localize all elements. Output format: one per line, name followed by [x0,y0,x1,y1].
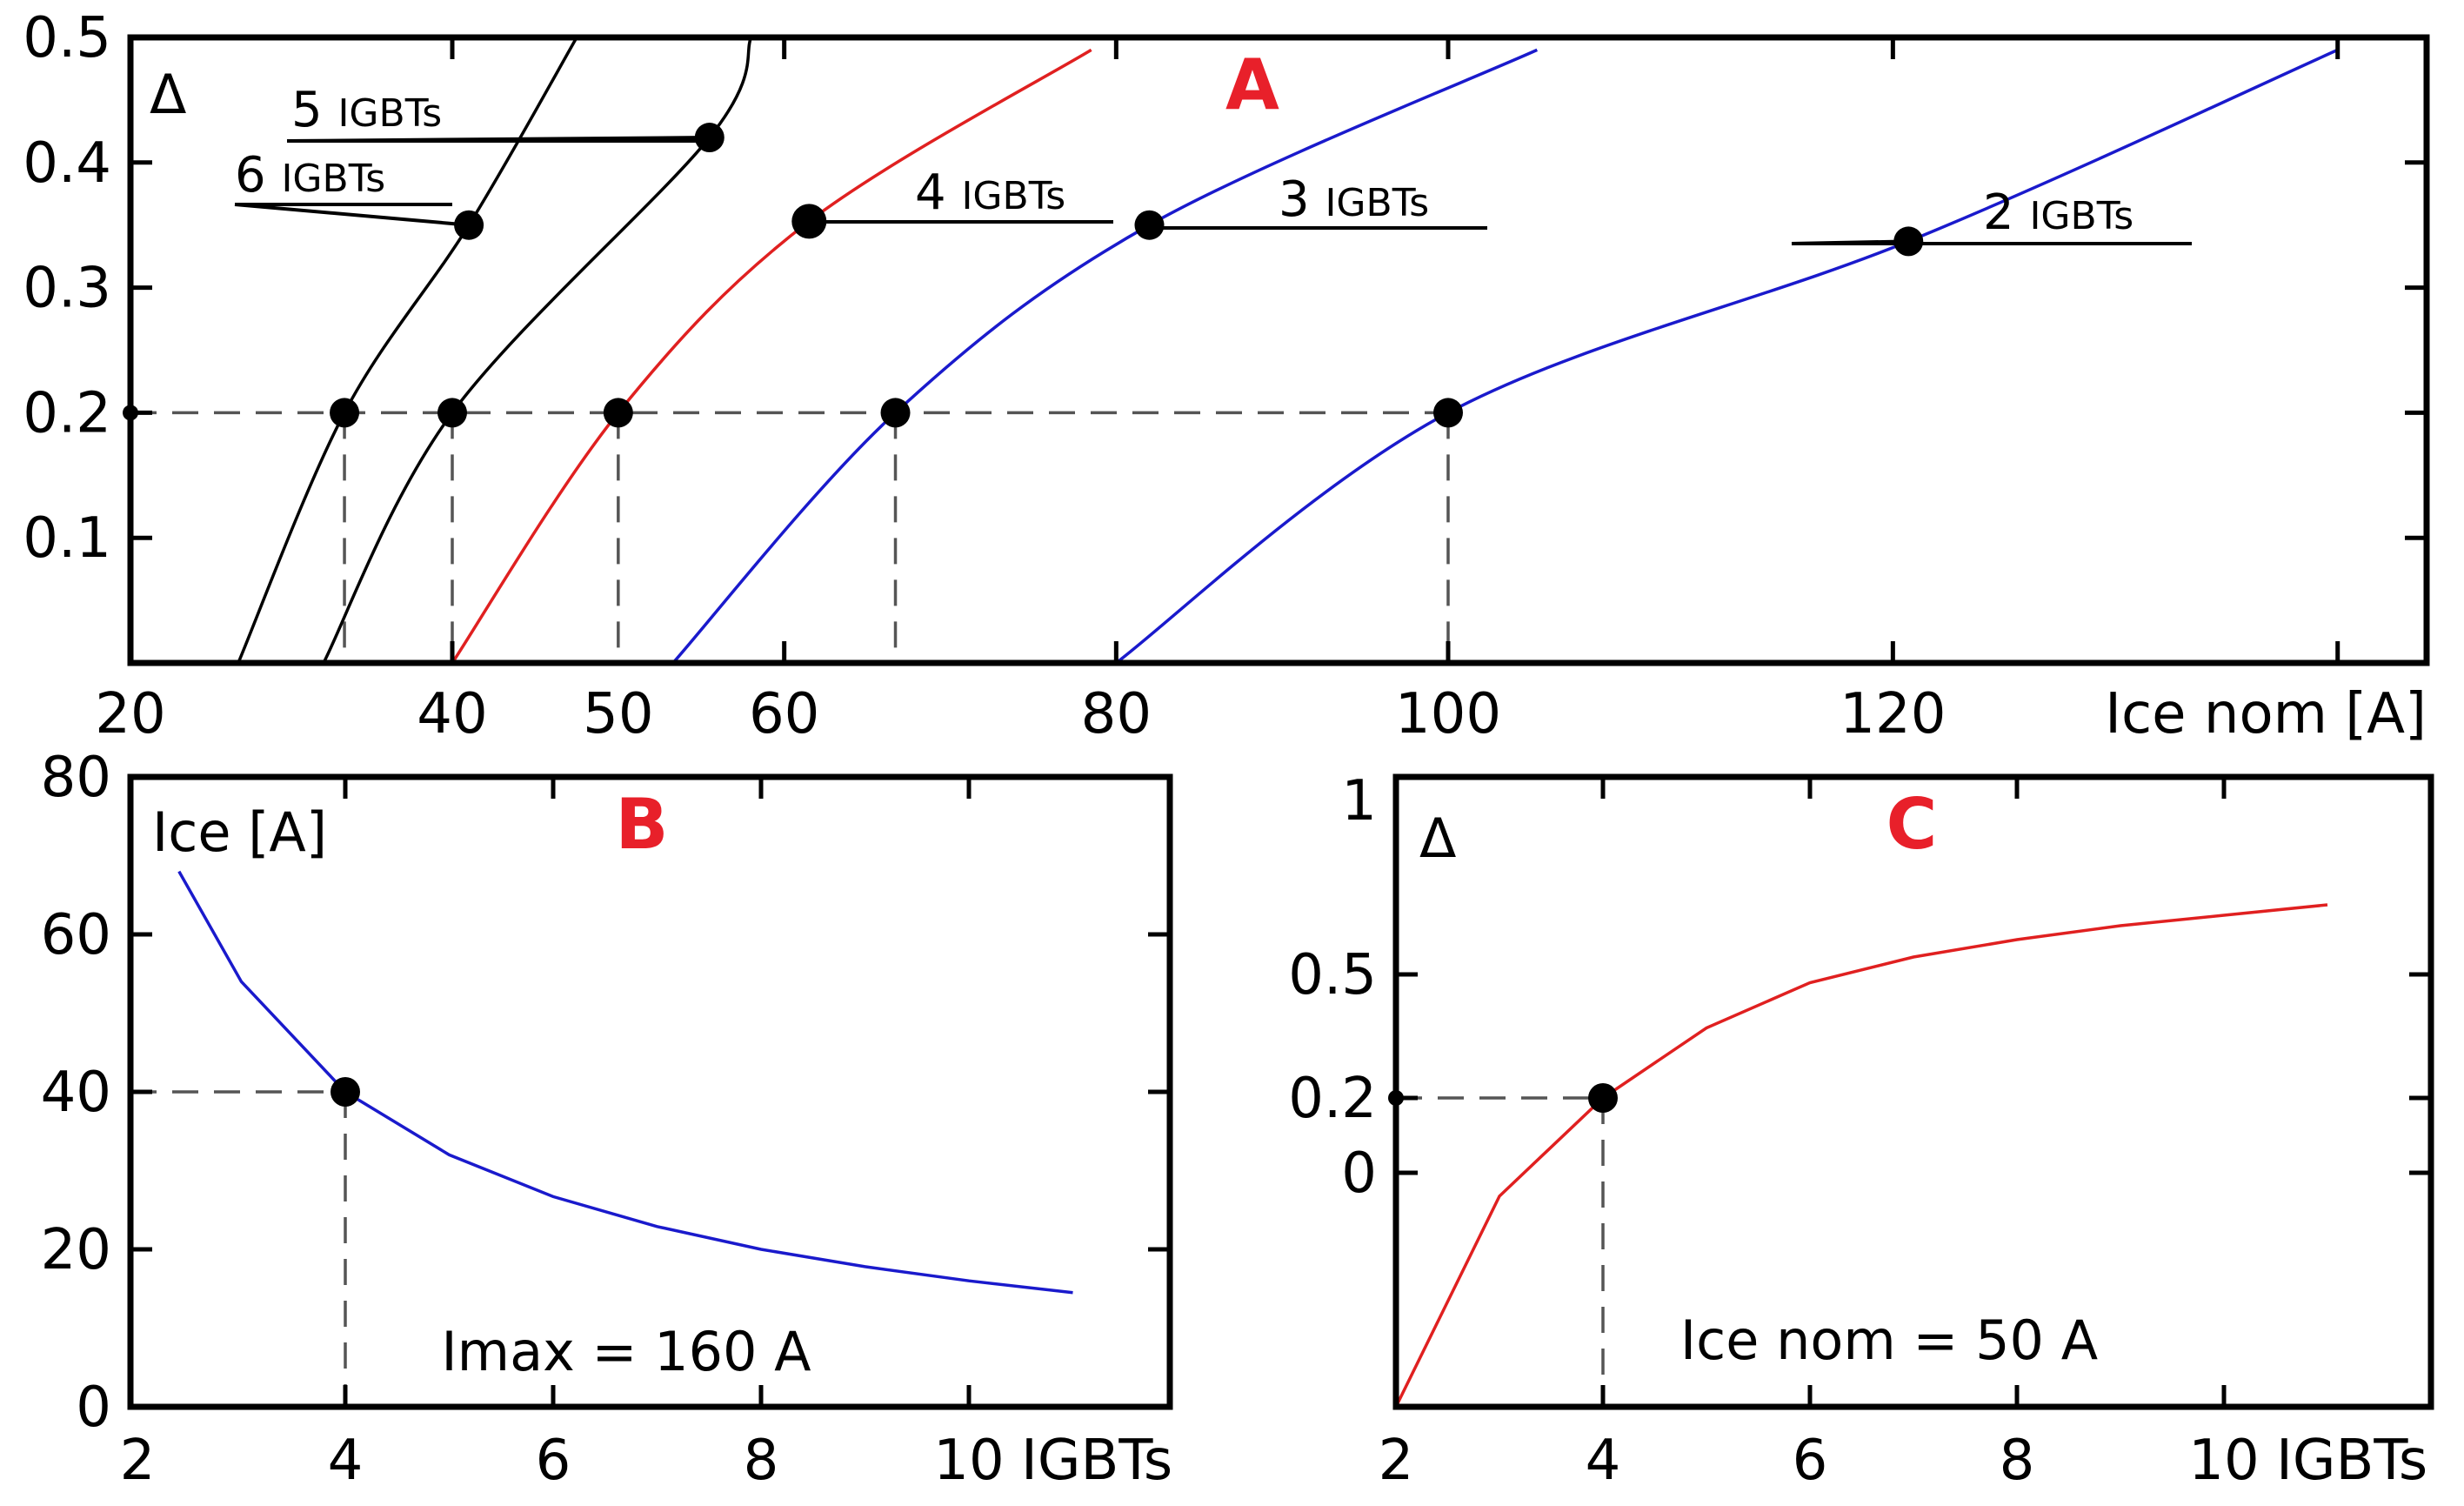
y-tick-label-c: 1 [1341,769,1377,833]
x-tick-label-a: 80 [1081,682,1152,746]
panel-b-frame [127,773,1173,1410]
x-tick-label-b: 4 [328,1429,364,1493]
panel-c: 1 0.5 0.2 0 2 4 6 8 10 IGBTs Δ C Ice nom = 50 A [1288,769,2434,1493]
point-3-igbts-1 [880,398,911,428]
point-4-igbts-2 [791,204,827,239]
series-label-5-igbts: 5 IGBTs [291,82,442,138]
point-5-igbts-1 [437,398,467,428]
x-tick-label-c: 6 [1793,1429,1828,1493]
y-tick-label-c: 0.5 [1288,943,1377,1007]
y-axis-label-b: Ice [A] [152,800,327,864]
curve-4-igbts [451,48,1092,664]
annotation-ice-nom: Ice nom = 50 A [1680,1309,2098,1372]
x-tick-label-a: 120 [1840,682,1946,746]
y-tick-label-a: 0.5 [23,6,111,70]
panel-a: 6 IGBTs 5 IGBTs 4 IGBTs 3 IGBTs 2 IGBTs 0.1 0.… [23,6,2430,746]
x-axis-label-c: IGBTs [2276,1429,2427,1493]
series-label-4-igbts: 4 IGBTs [915,164,1065,221]
x-tick-label-c: 2 [1379,1429,1414,1493]
point-6-igbts-2 [454,210,484,240]
panel-a-frame [127,34,2430,666]
x-tick-label-b: 6 [536,1429,571,1493]
y-tick-label-b: 0 [76,1375,111,1440]
panel-c-frame [1392,773,2434,1410]
series-label-3-igbts: 3 IGBTs [1279,171,1429,228]
y-tick-label-c: 0 [1341,1141,1377,1206]
x-tick-label-b: 10 [933,1429,1004,1493]
panel-title-c: C [1886,784,1938,865]
annotation-imax: Imax = 160 A [441,1320,811,1383]
y-axis-label-c: Δ [1419,807,1456,870]
y-tick-label-b: 40 [41,1061,111,1125]
x-tick-label-b: 2 [120,1429,156,1493]
y-tick-label-a: 0.1 [23,506,111,571]
x-tick-label-c: 8 [2000,1429,2035,1493]
y-tick-label-c: 0.2 [1288,1067,1377,1131]
curve-3-igbts [671,48,1539,665]
x-tick-label-a: 100 [1395,682,1501,746]
curve-ice [177,870,1073,1295]
point-5-igbts-2 [694,123,725,153]
x-axis-label-a: Ice nom [A] [2105,682,2427,746]
x-tick-label-b: 8 [744,1429,779,1493]
y-tick-label-b: 80 [41,746,111,810]
point-c-4-igbts [1588,1083,1618,1113]
curve-delta [1394,903,2328,1408]
y-tick-label-b: 20 [41,1218,111,1282]
curve-5-igbts [322,37,753,664]
y-tick-label-a: 0.4 [23,131,111,196]
point-6-igbts-1 [330,398,360,428]
y-tick-label-b: 60 [41,903,111,967]
x-tick-label-a: 60 [749,682,819,746]
panel-b: 0 20 40 60 80 2 4 6 8 10 IGBTs Ice [A] B Imax = 160 A [41,746,1173,1493]
x-axis-label-b: IGBTs [1021,1429,1172,1493]
x-tick-label-c: 4 [1586,1429,1621,1493]
x-tick-label-a: 50 [583,682,653,746]
y-tick-label-a: 0.2 [23,381,111,445]
point-3-igbts-2 [1134,210,1165,240]
curve-2-igbts [1115,48,2339,665]
x-tick-label-a: 40 [417,682,487,746]
series-label-2-igbts: 2 IGBTs [1983,184,2133,241]
point-b-4-igbts [331,1077,360,1107]
y-axis-label-a: Δ [150,63,186,126]
point-2-igbts-1 [1433,398,1463,428]
point-4-igbts-1 [603,398,633,428]
x-tick-label-a: 20 [95,682,165,746]
curve-6-igbts [237,37,578,664]
point-2-igbts-2 [1893,226,1924,257]
x-tick-label-c: 10 [2188,1429,2259,1493]
series-label-6-igbts: 6 IGBTs [235,147,385,204]
leader-line-6 [234,203,470,227]
y-tick-label-a: 0.3 [23,257,111,321]
panel-title-b: B [616,784,669,865]
panel-title-a: A [1225,44,1279,125]
